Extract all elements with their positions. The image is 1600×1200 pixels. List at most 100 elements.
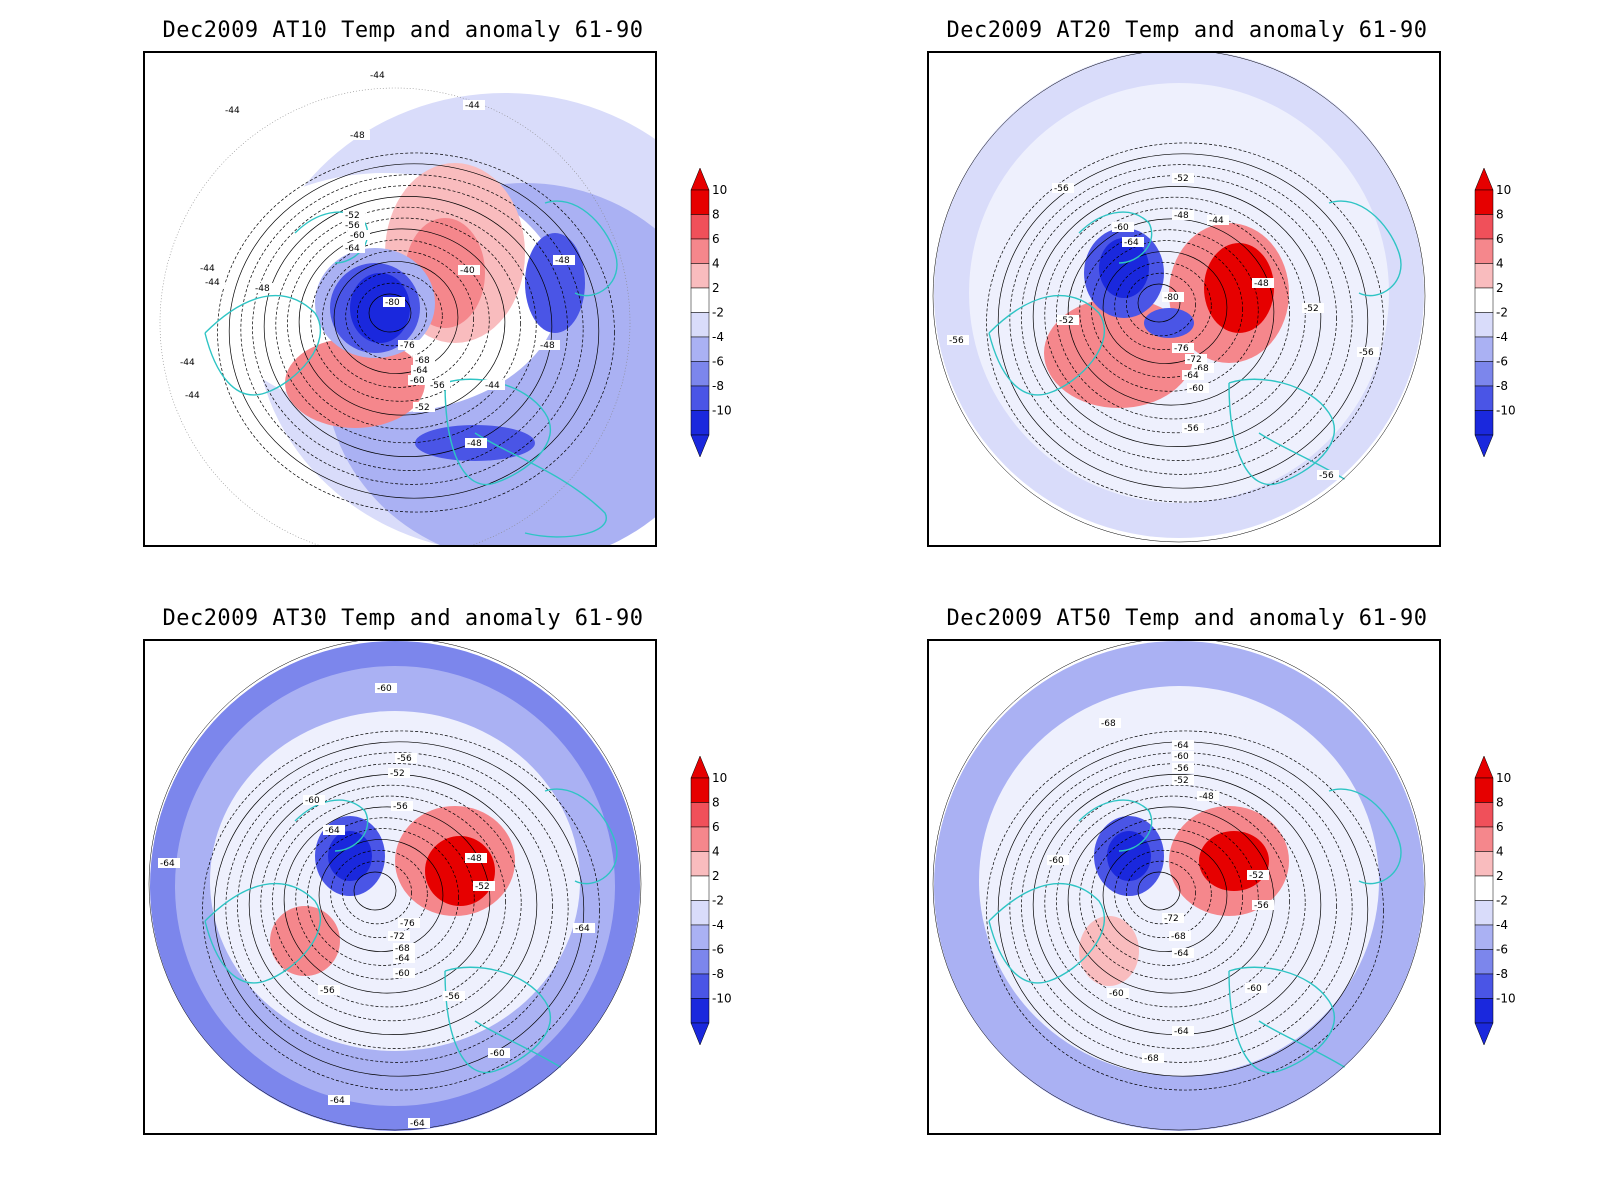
isotherm-contour	[342, 860, 413, 925]
svg-text:-56: -56	[320, 986, 335, 996]
contour-label: -72	[388, 931, 410, 942]
isotherm-contour	[1114, 261, 1212, 351]
isotherm-contour	[252, 185, 568, 471]
svg-text:-64: -64	[575, 924, 590, 934]
svg-text:-60: -60	[1174, 752, 1189, 762]
colorbar-swatch	[1474, 189, 1494, 215]
colorbar-arrow-top	[1474, 168, 1494, 191]
contour-label: -56	[443, 991, 465, 1002]
isotherm-contour	[295, 817, 475, 980]
colorbar-swatch	[690, 312, 710, 338]
colorbar-tick-label: 8	[1496, 796, 1504, 810]
contour-label: -60	[375, 683, 397, 694]
svg-text:-64: -64	[325, 826, 340, 836]
svg-text:-52: -52	[1174, 776, 1189, 786]
svg-text:-44: -44	[185, 391, 200, 401]
svg-text:-60: -60	[1189, 384, 1204, 394]
contour-label: -56	[1182, 423, 1204, 434]
svg-text:-56: -56	[345, 221, 360, 231]
contour-label: -48	[348, 130, 370, 141]
isotherm-contour	[318, 839, 444, 952]
svg-text:-48: -48	[467, 854, 482, 864]
map-boundary	[148, 641, 642, 1131]
map-panel-at20: Dec2009 AT20 Temp and anomaly 61-90 -56 -…	[927, 18, 1600, 558]
contour-label: -68	[413, 355, 435, 366]
contour-label: -60	[1187, 383, 1209, 394]
contour-label: -76	[398, 340, 420, 351]
colorbar-swatch	[1474, 900, 1494, 926]
contour-label: -40	[458, 265, 480, 276]
isotherm-contour	[1056, 207, 1290, 420]
colorbar-tick-label: 2	[1496, 281, 1504, 295]
colorbar-arrow-top	[690, 756, 710, 779]
contour-label: -64	[343, 243, 365, 254]
isotherm-contour	[275, 206, 537, 444]
svg-text:-44: -44	[485, 381, 500, 391]
colorbar-tick-label: -4	[1496, 330, 1508, 344]
colorbar-tick-label: 4	[1496, 845, 1504, 859]
svg-text:-80: -80	[385, 298, 400, 308]
svg-text:-52: -52	[1174, 174, 1189, 184]
anomaly-fill	[270, 906, 340, 976]
svg-text:-48: -48	[540, 341, 555, 351]
coastline	[444, 966, 552, 1074]
contour-label: -56	[1357, 347, 1379, 358]
colorbar-swatch	[1474, 949, 1494, 975]
isotherm-contour	[298, 228, 506, 416]
svg-text:-56: -56	[393, 802, 408, 812]
svg-text:-60: -60	[1114, 223, 1129, 233]
colorbar-swatch	[690, 189, 710, 215]
isotherm-contour	[272, 795, 506, 1008]
colorbar-swatch	[1474, 238, 1494, 264]
isotherm-contour	[333, 261, 459, 374]
colorbar-swatch	[1474, 385, 1494, 411]
contour-label: -44	[203, 277, 225, 288]
isotherm-contour	[368, 293, 412, 333]
svg-text:-56: -56	[1184, 424, 1199, 434]
contour-label: -44	[178, 357, 200, 368]
anomaly-fill	[1099, 238, 1149, 298]
svg-text:-48: -48	[555, 256, 570, 266]
contour-label: -56	[1317, 470, 1339, 481]
colorbar-swatch	[690, 875, 710, 901]
coastline	[204, 294, 322, 396]
contour-label: -60	[1047, 855, 1069, 866]
isotherm-contour	[1044, 196, 1306, 434]
colorbar-swatch	[690, 924, 710, 950]
coastline	[204, 882, 322, 984]
coastline	[294, 799, 369, 852]
svg-text:-76: -76	[400, 919, 415, 929]
panel-title: Dec2009 AT50 Temp and anomaly 61-90	[946, 606, 1428, 631]
svg-text:-40: -40	[460, 266, 475, 276]
contour-label: -56	[318, 985, 340, 996]
svg-text:-72: -72	[390, 932, 405, 942]
coastline	[1328, 788, 1402, 885]
isotherm-contour	[330, 849, 428, 939]
contour-label: -52	[413, 402, 435, 413]
contour-label: -56	[391, 801, 413, 812]
colorbar-tick-label: 4	[712, 845, 720, 859]
map-layers	[150, 641, 640, 1131]
isotherm-contour	[997, 153, 1369, 489]
svg-text:-48: -48	[1199, 792, 1214, 802]
svg-text:-44: -44	[465, 101, 480, 111]
contour-label: -64	[1172, 948, 1194, 959]
contour-label: -52	[473, 881, 495, 892]
map-layers	[159, 87, 655, 545]
contour-label: -52	[343, 210, 365, 221]
contour-label: -80	[1162, 292, 1184, 303]
colorbar-tick-label: 8	[712, 796, 720, 810]
colorbar-tick-label: 6	[1496, 232, 1504, 246]
colorbar-swatch	[1474, 361, 1494, 387]
isotherm-contour	[260, 784, 522, 1022]
isotherm-contour	[1032, 186, 1322, 447]
coastline	[988, 294, 1106, 396]
colorbar-tick-label: 10	[1496, 771, 1511, 785]
svg-text:-52: -52	[1304, 304, 1319, 314]
panel-title: Dec2009 AT10 Temp and anomaly 61-90	[162, 18, 644, 43]
colorbar-swatch	[690, 238, 710, 264]
colorbar-swatch	[690, 973, 710, 999]
svg-text:-52: -52	[415, 403, 430, 413]
svg-text:-72: -72	[1187, 355, 1202, 365]
svg-text:-60: -60	[395, 969, 410, 979]
